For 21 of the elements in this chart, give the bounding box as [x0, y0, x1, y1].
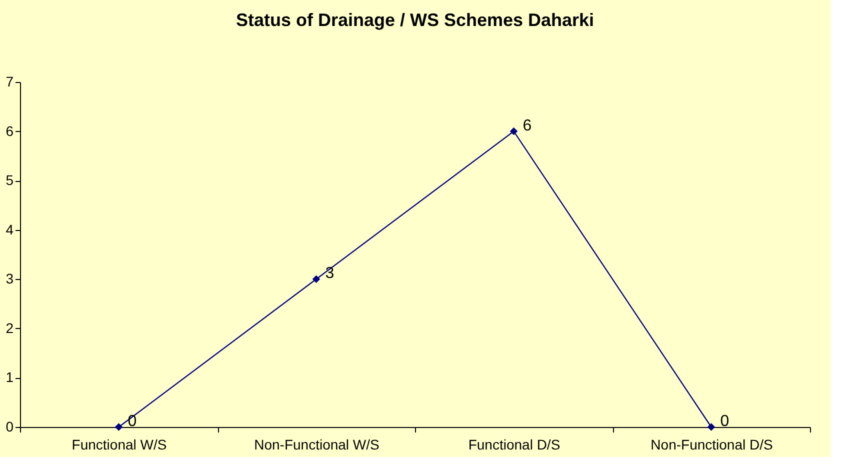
y-tick-label: 6 — [6, 122, 14, 139]
point — [510, 127, 518, 136]
x-tick-label: Non-Functional D/S — [650, 436, 773, 452]
data-label: 0 — [128, 413, 137, 430]
x-tick-label: Functional D/S — [468, 436, 560, 452]
y-tick-label: 7 — [6, 74, 14, 90]
point — [707, 423, 716, 431]
y-tick-label: 1 — [6, 369, 14, 386]
y-tick-label: 0 — [6, 418, 14, 434]
point — [114, 423, 123, 431]
chart-title: Status of Drainage / WS Schemes Daharki — [236, 10, 594, 30]
data-label: 3 — [325, 265, 334, 282]
x-tick-label: Non-Functional W/S — [254, 436, 380, 452]
y-tick-label: 4 — [6, 221, 14, 238]
data-label: 6 — [522, 117, 532, 134]
data-label: 0 — [720, 413, 730, 430]
y-tick-label: 2 — [6, 320, 14, 336]
point — [312, 275, 320, 284]
y-tick-label: 5 — [6, 172, 14, 188]
y-tick-label: 3 — [6, 270, 14, 287]
x-tick-label: Functional W/S — [72, 436, 167, 452]
